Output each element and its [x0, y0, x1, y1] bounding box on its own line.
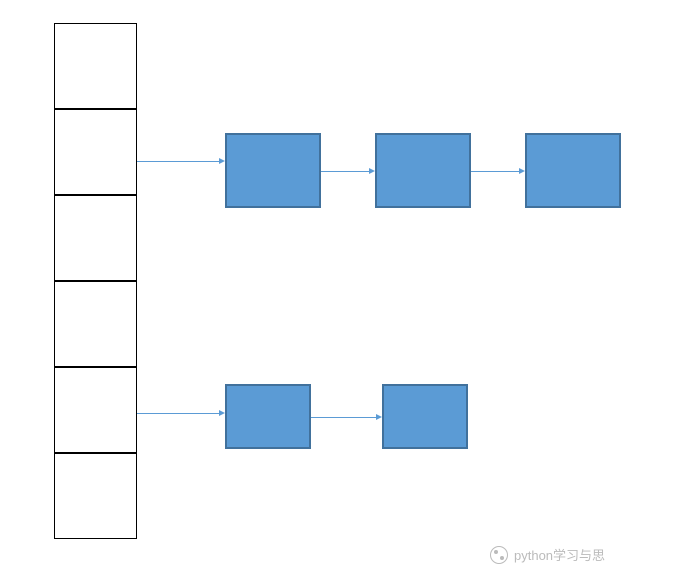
- arrow-line: [471, 171, 519, 172]
- array-cell: [54, 367, 137, 453]
- watermark-text: python学习与思: [514, 545, 605, 564]
- arrow-line: [321, 171, 369, 172]
- chain-node: [375, 133, 471, 208]
- arrow-head: [519, 168, 525, 174]
- chain-node: [225, 133, 321, 208]
- arrow-head: [369, 168, 375, 174]
- chain-node: [525, 133, 621, 208]
- chain-node: [225, 384, 311, 449]
- chain-node: [382, 384, 468, 449]
- array-cell: [54, 109, 137, 195]
- arrow-line: [311, 417, 376, 418]
- arrow-head: [376, 414, 382, 420]
- watermark: python学习与思: [490, 545, 605, 564]
- wechat-icon: [490, 546, 508, 564]
- arrow-line: [137, 413, 219, 414]
- arrow-head: [219, 410, 225, 416]
- array-cell: [54, 453, 137, 539]
- arrow-line: [137, 161, 219, 162]
- array-cell: [54, 23, 137, 109]
- arrow-head: [219, 158, 225, 164]
- array-cell: [54, 281, 137, 367]
- array-cell: [54, 195, 137, 281]
